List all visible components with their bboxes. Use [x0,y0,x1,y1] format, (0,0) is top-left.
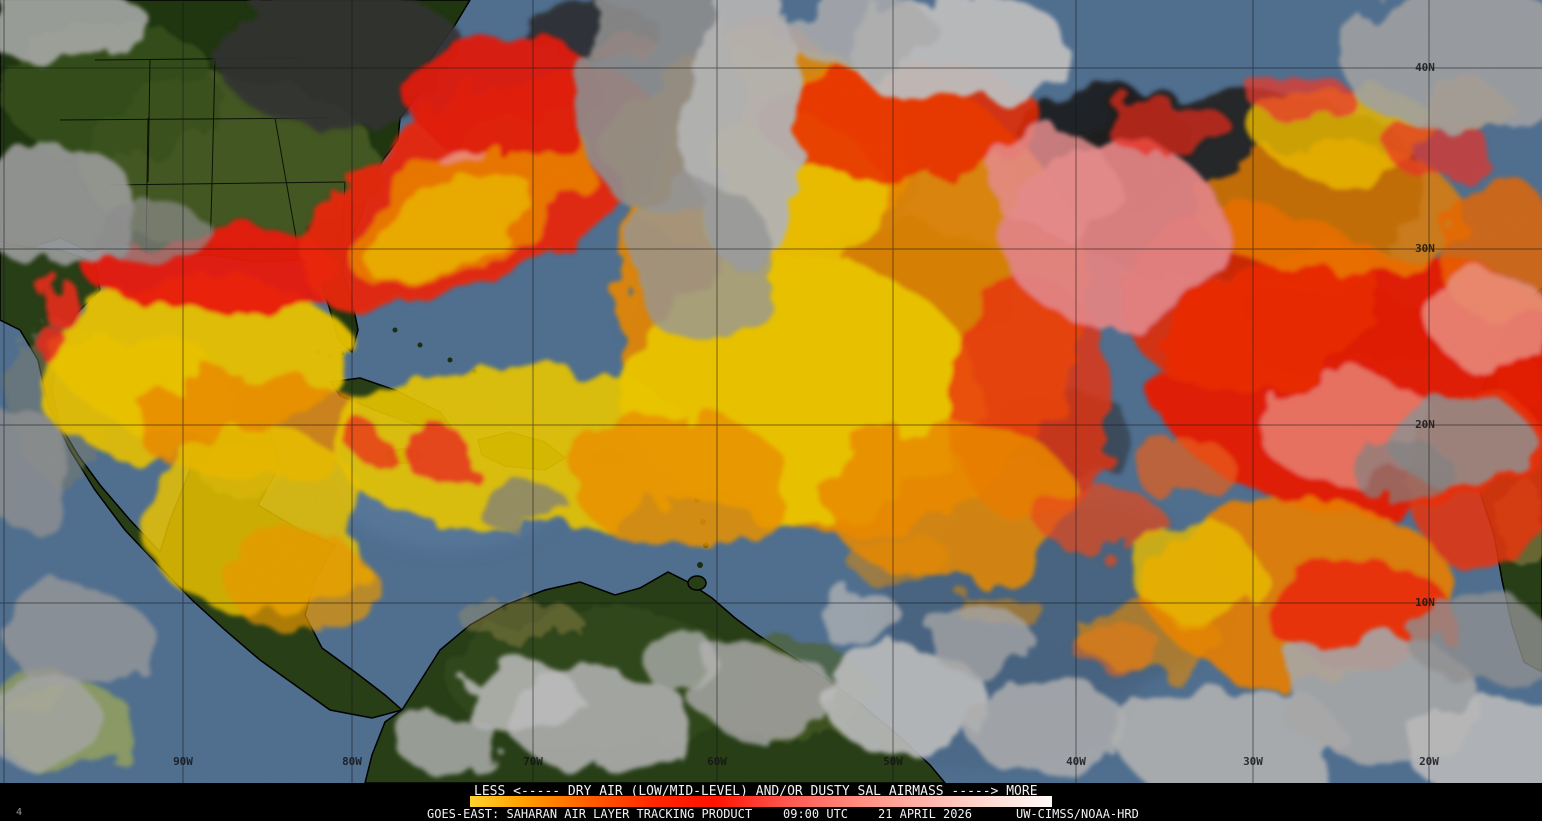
lon-label-30w: 30W [1243,755,1263,768]
lat-label-10n: 10N [1415,595,1435,609]
colorbar-gradient [470,796,1052,807]
product-time-label: 09:00 UTC [783,807,849,821]
lat-label-30n: 30N [1415,241,1435,255]
lon-label-70w: 70W [523,755,543,768]
product-date-label: 21 APRIL 2026 [878,807,972,821]
latlon-gridlines [0,0,1542,783]
legend-bar: 4 LESS <----- DRY AIR (LOW/MID-LEVEL) AN… [0,783,1542,821]
lon-label-20w: 20W [1419,755,1439,768]
lon-label-80w: 80W [342,755,362,768]
lat-label-20n: 20N [1415,417,1435,431]
lon-label-50w: 50W [883,755,903,768]
lon-label-90w: 90W [173,755,193,768]
speckle-texture [0,0,1542,783]
colorbar-scale-label: LESS <----- DRY AIR (LOW/MID-LEVEL) AND/… [474,784,1038,799]
satellite-imagery [0,0,1542,783]
lat-label-40n: 40N [1415,60,1435,74]
product-source-label: GOES-EAST: SAHARAN AIR LAYER TRACKING PR… [427,807,753,821]
corner-mark: 4 [16,807,23,818]
product-credit-label: UW-CIMSS/NOAA-HRD [1016,807,1139,821]
lon-label-60w: 60W [707,755,727,768]
satellite-map: 40N 30N 20N 10N 90W 80W 70W 60W 50W 40W … [0,0,1542,783]
lon-label-40w: 40W [1066,755,1086,768]
